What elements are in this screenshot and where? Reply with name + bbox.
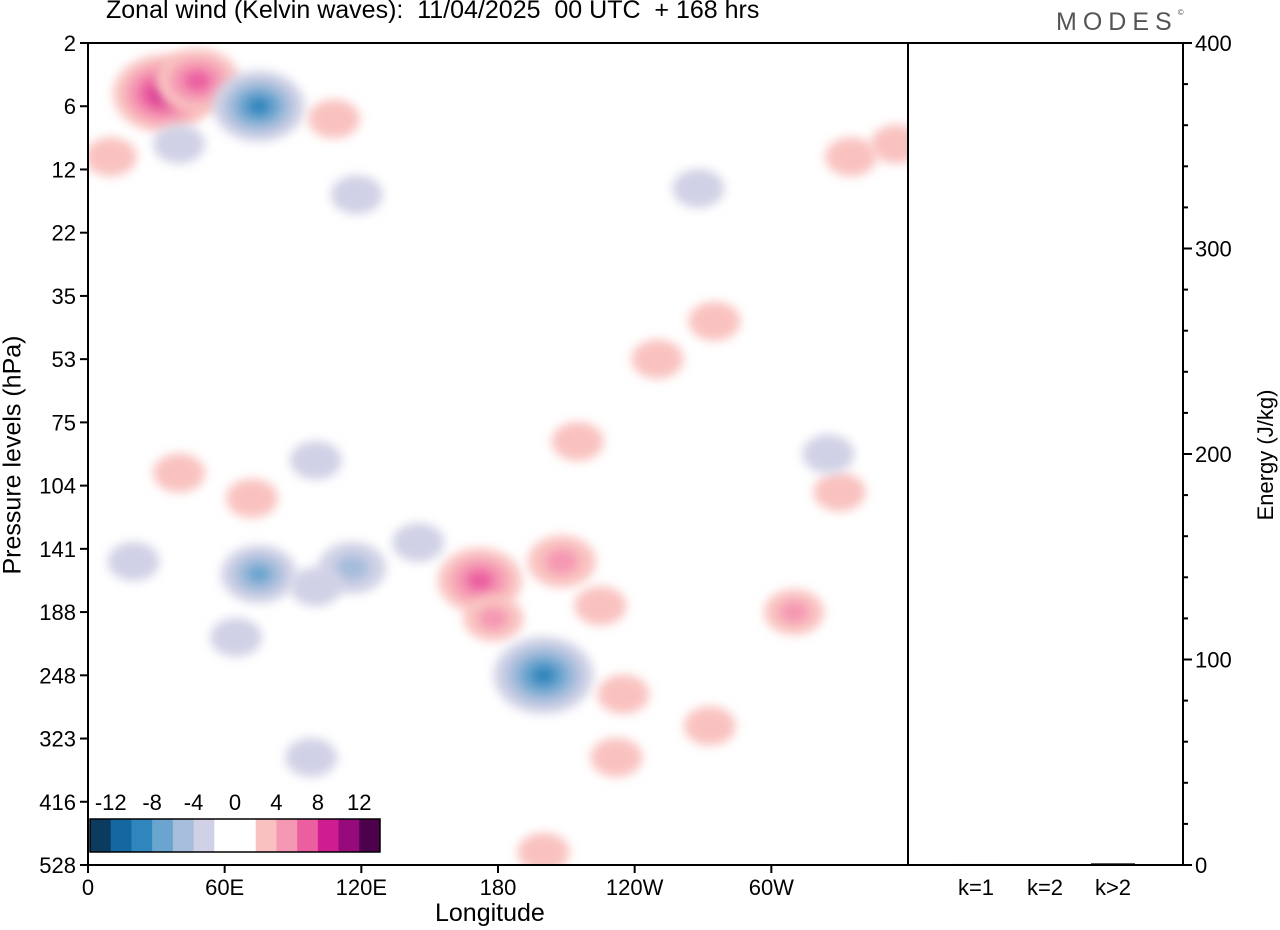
x-tick-label: 60E xyxy=(205,875,244,900)
anomaly-blob xyxy=(631,339,684,379)
anomaly-blob xyxy=(590,737,643,778)
energy-panel: 0 100 200 300 400 k=1 k=2 k>2 xyxy=(907,31,1232,900)
colorbar-swatch xyxy=(359,819,381,852)
x-axis-label: Longitude xyxy=(435,899,545,927)
anomaly-blob xyxy=(597,674,650,714)
y-tick-label: 12 xyxy=(52,157,76,182)
y-tick-label: 22 xyxy=(52,221,76,246)
anomaly-blob xyxy=(220,544,297,604)
colorbar-label: -4 xyxy=(184,790,204,815)
anomaly-blob xyxy=(870,124,908,164)
colorbar-swatch xyxy=(235,819,257,852)
y-tick-label: 416 xyxy=(39,790,76,815)
anomaly-blob xyxy=(672,168,725,209)
anomaly-blob xyxy=(330,175,383,215)
anomaly-blob xyxy=(88,137,137,177)
anomaly-blob xyxy=(289,567,342,607)
colorbar-swatch xyxy=(193,819,215,852)
colorbar-swatch xyxy=(172,819,195,852)
energy-tick-label: 200 xyxy=(1195,442,1232,467)
anomaly-blob xyxy=(802,434,855,474)
anomaly-blob xyxy=(825,137,878,177)
colorbar-swatch xyxy=(90,819,112,852)
y-tick-label: 35 xyxy=(52,284,76,309)
y-tick-label: 104 xyxy=(39,474,76,499)
anomaly-blob xyxy=(107,541,160,582)
x-tick-label: 120E xyxy=(336,875,387,900)
anomaly-blob xyxy=(285,737,338,778)
colorbar-label: 12 xyxy=(347,790,371,815)
y-tick-label: 323 xyxy=(39,727,76,752)
anomaly-blob xyxy=(463,595,524,642)
x-tick-label: 120W xyxy=(606,875,664,900)
anomaly-blob xyxy=(764,589,825,635)
anomaly-blob xyxy=(153,453,206,493)
anomaly-blob xyxy=(392,522,445,563)
anomaly-blob xyxy=(683,706,736,746)
y-tick-label: 53 xyxy=(52,347,76,372)
colorbar-swatch xyxy=(297,819,319,852)
anomaly-blob xyxy=(517,832,570,865)
anomaly-blob xyxy=(688,301,741,341)
colorbar-frame xyxy=(89,818,381,853)
colorbar-swatch xyxy=(152,819,174,852)
main-plot-frame xyxy=(87,42,909,866)
chart-title: Zonal wind (Kelvin waves): 11/04/2025 00… xyxy=(106,0,760,24)
colorbar-label: 8 xyxy=(312,790,324,815)
anomaly-blob xyxy=(574,586,627,626)
anomaly-blob xyxy=(210,617,263,657)
y-tick-label: 528 xyxy=(39,853,76,878)
colorbar-label: -12 xyxy=(95,790,127,815)
brand-text: MODES xyxy=(1056,8,1178,36)
y-tick-label: 188 xyxy=(39,600,76,625)
colorbar-swatch xyxy=(110,819,132,852)
x-tick-label: 0 xyxy=(82,875,94,900)
brand-mark: © xyxy=(1177,8,1184,17)
energy-category-label: k=2 xyxy=(1027,875,1063,900)
colorbar-label: 4 xyxy=(270,790,282,815)
colorbar-label: -8 xyxy=(142,790,162,815)
x-tick-label: 60W xyxy=(749,875,794,900)
colorbar-label: 0 xyxy=(229,790,241,815)
anomaly-blob xyxy=(813,472,866,512)
anomaly-blob xyxy=(551,421,604,461)
colorbar-swatch xyxy=(276,819,298,852)
modes-logo: MODES© xyxy=(1056,8,1184,37)
anomaly-blob xyxy=(493,636,594,715)
colorbar-swatch xyxy=(131,819,153,852)
x-tick-label: 180 xyxy=(480,875,517,900)
energy-category-label: k=1 xyxy=(958,875,994,900)
colorbar: -12 -8 -4 0 4 8 12 xyxy=(89,790,381,853)
energy-bar xyxy=(954,863,998,865)
colorbar-swatch xyxy=(255,819,277,852)
y-tick-label: 141 xyxy=(39,537,76,562)
anomaly-blob xyxy=(289,440,342,480)
zonal-wind-field xyxy=(88,48,908,865)
anomaly-blob xyxy=(153,124,206,164)
energy-tick-label: 100 xyxy=(1195,648,1232,673)
y-tick-label: 2 xyxy=(64,31,76,56)
y-tick-label: 6 xyxy=(64,94,76,119)
energy-tick-label: 0 xyxy=(1195,853,1207,878)
colorbar-swatch xyxy=(338,819,360,852)
energy-bar xyxy=(1023,864,1067,865)
energy-axis-label: Energy (J/kg) xyxy=(1253,389,1278,521)
colorbar-swatch xyxy=(214,819,236,852)
anomaly-blob xyxy=(308,99,360,139)
colorbar-swatch xyxy=(317,819,340,852)
anomaly-blob xyxy=(226,478,278,518)
energy-tick-label: 300 xyxy=(1195,237,1232,262)
y-tick-label: 248 xyxy=(39,663,76,688)
energy-plot-frame xyxy=(907,42,1184,866)
anomaly-blob xyxy=(212,70,305,142)
energy-category-label: k>2 xyxy=(1095,875,1131,900)
energy-bar xyxy=(1091,863,1135,865)
anomaly-blob xyxy=(527,535,596,588)
energy-tick-label: 400 xyxy=(1195,31,1232,56)
y-axis-label: Pressure levels (hPa) xyxy=(0,335,27,575)
y-tick-label: 75 xyxy=(52,410,76,435)
